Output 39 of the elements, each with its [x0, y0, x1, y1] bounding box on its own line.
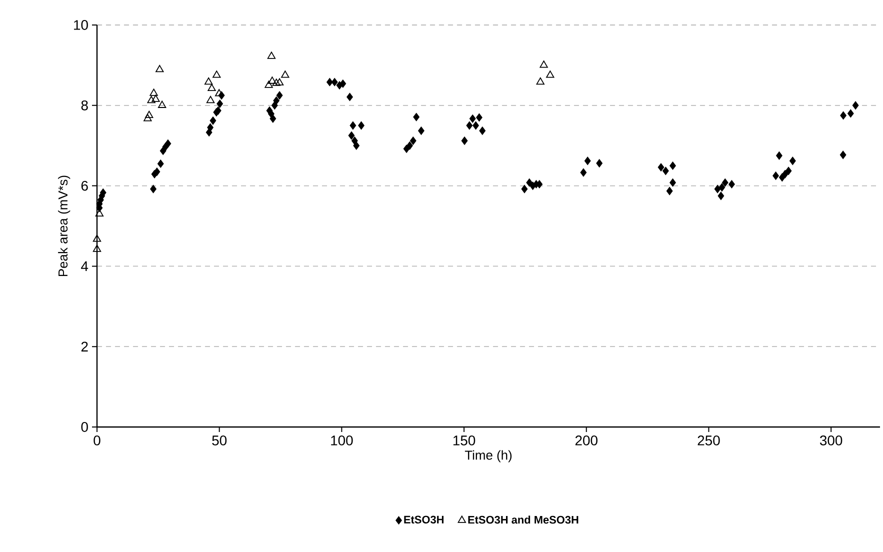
y-axis-title: Peak area (mV*s)	[58, 176, 70, 276]
legend-label: EtSO3H and MeSO3H	[468, 516, 578, 524]
point	[212, 70, 221, 78]
x-tick-label: 50	[212, 436, 227, 446]
x-tick-label: 250	[698, 436, 720, 446]
point	[147, 96, 156, 104]
point	[144, 114, 152, 122]
point	[208, 84, 216, 92]
point	[272, 78, 280, 86]
point	[150, 88, 158, 96]
y-tick-label: 4	[81, 261, 88, 271]
y-tick-label: 10	[74, 20, 88, 30]
point	[204, 77, 213, 85]
x-tick-label: 150	[453, 436, 476, 446]
x-tick-label: 300	[820, 436, 842, 446]
point	[206, 96, 215, 104]
x-axis-title: Time (h)	[464, 450, 512, 462]
point	[267, 52, 276, 59]
point	[156, 64, 164, 72]
y-tick-label: 6	[81, 180, 88, 191]
point	[264, 80, 273, 88]
point	[281, 70, 290, 78]
point	[268, 76, 276, 84]
legend-label: EtSO3H	[404, 516, 444, 524]
point	[158, 100, 166, 108]
point	[540, 60, 548, 68]
x-tick-label: 100	[331, 436, 353, 446]
point	[92, 234, 102, 242]
point	[152, 94, 160, 102]
x-tick-label: 0	[94, 436, 100, 446]
point	[536, 77, 544, 85]
point	[546, 70, 554, 78]
y-tick-label: 0	[81, 422, 88, 432]
point	[275, 78, 284, 86]
point	[145, 110, 154, 118]
y-tick-label: 8	[81, 100, 88, 110]
point	[92, 244, 102, 252]
x-tick-label: 200	[575, 436, 598, 446]
y-tick-label: 2	[81, 342, 88, 352]
